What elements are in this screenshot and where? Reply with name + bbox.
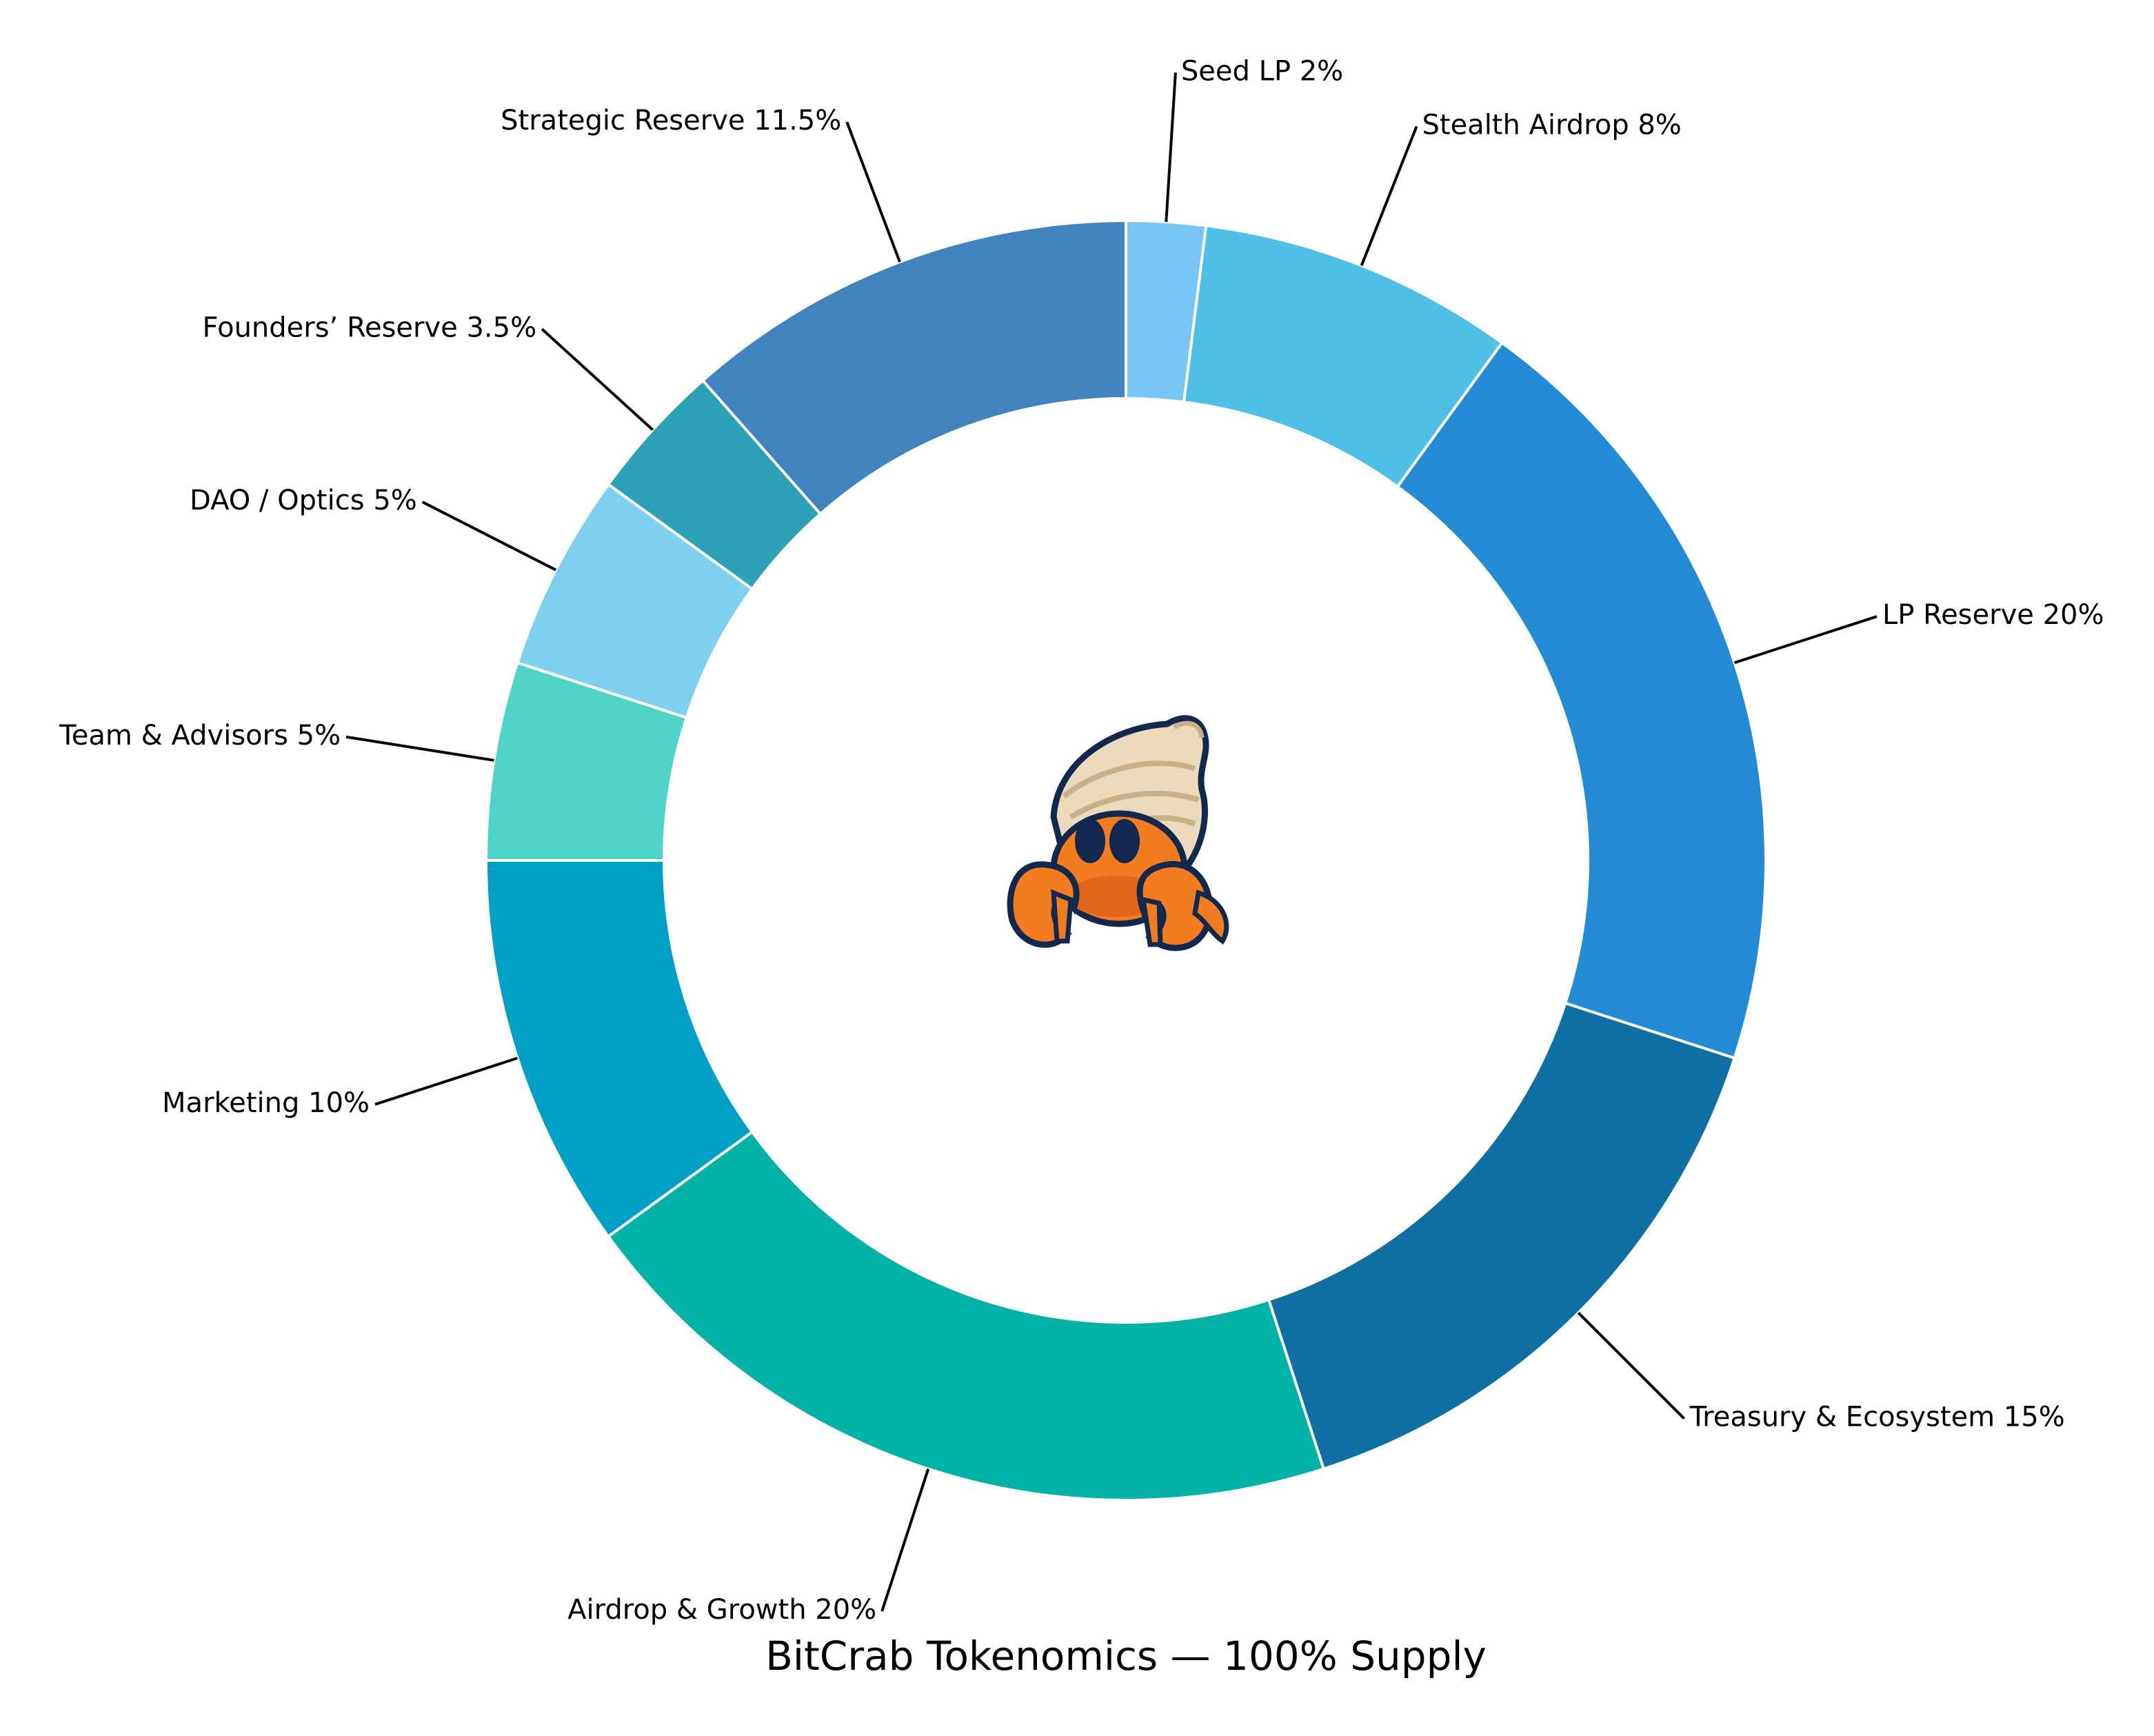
label-airdrop-growth: Airdrop & Growth 20% xyxy=(567,1594,876,1626)
slice-treasury-ecosystem xyxy=(1267,1001,1737,1471)
slice-labels: Seed LP 2% Stealth Airdrop 8% LP Reserve 2… xyxy=(59,55,2104,1626)
leader-line-strategic-reserve xyxy=(845,121,901,263)
label-marketing: Marketing 10% xyxy=(162,1087,370,1119)
leader-line-marketing xyxy=(374,1056,519,1106)
label-dao-optics: DAO / Optics 5% xyxy=(190,485,417,516)
leader-line-stealth-airdrop xyxy=(1360,125,1418,266)
leader-line-airdrop-growth xyxy=(880,1468,930,1612)
label-seed-lp: Seed LP 2% xyxy=(1181,55,1343,87)
label-lp-reserve: LP Reserve 20% xyxy=(1882,599,2104,631)
label-stealth-airdrop: Stealth Airdrop 8% xyxy=(1422,109,1682,141)
leader-lines xyxy=(345,72,1878,1612)
leader-line-dao-optics xyxy=(421,501,557,572)
label-founders-reserve: Founders’ Reserve 3.5% xyxy=(203,312,537,343)
chart-title: BitCrab Tokenomics — 100% Supply xyxy=(765,1633,1487,1679)
slice-lp-reserve xyxy=(1396,341,1767,1060)
label-team-advisors: Team & Advisors 5% xyxy=(59,720,341,751)
slice-airdrop-growth xyxy=(606,1130,1326,1502)
hermit-crab-mascot-icon xyxy=(1007,715,1229,951)
donut-slices xyxy=(484,219,1767,1502)
slice-strategic-reserve xyxy=(701,219,1127,516)
leader-line-seed-lp xyxy=(1165,72,1177,222)
label-strategic-reserve: Strategic Reserve 11.5% xyxy=(501,105,841,137)
leader-line-team-advisors xyxy=(345,735,494,762)
leader-line-founders-reserve xyxy=(541,327,654,431)
leader-line-treasury-ecosystem xyxy=(1577,1311,1686,1420)
leader-line-lp-reserve xyxy=(1733,615,1878,665)
label-treasury-ecosystem: Treasury & Ecosystem 15% xyxy=(1689,1402,2065,1433)
